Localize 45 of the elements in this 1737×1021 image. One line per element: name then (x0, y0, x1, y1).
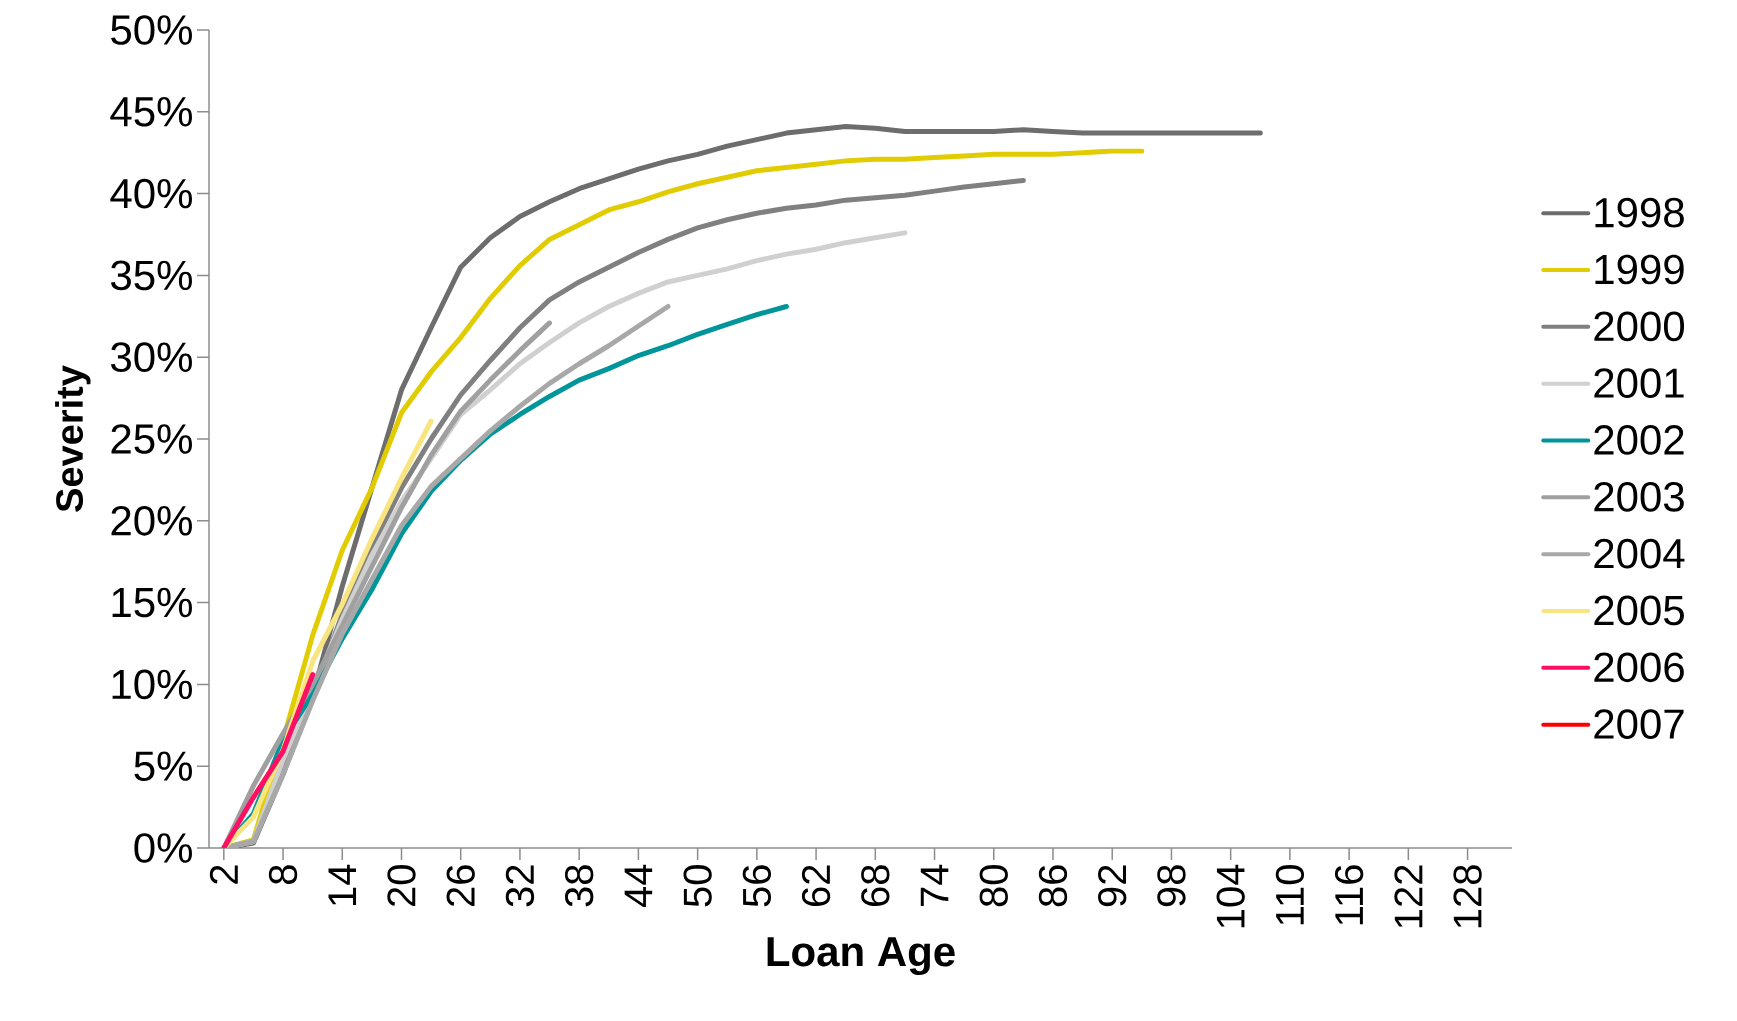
y-tick-label: 10% (112, 669, 192, 700)
x-axis-title: Loan Age (767, 937, 955, 975)
x-tick-label: 74 (920, 864, 949, 906)
x-tick-label: 80 (979, 865, 1008, 907)
x-tick-label: 14 (328, 864, 357, 905)
y-tick-label: 50% (111, 15, 192, 45)
legend-label: 2006 (1594, 652, 1684, 683)
y-tick-label: 0% (134, 833, 192, 863)
x-tick-label: 26 (446, 865, 475, 907)
x-tick-label: 20 (387, 865, 416, 907)
x-tick-label: 8 (268, 865, 298, 885)
y-tick-label: 40% (110, 178, 192, 209)
legend-label: 2004 (1594, 538, 1685, 569)
y-tick-label: 35% (111, 260, 192, 291)
x-tick-label: 92 (1098, 865, 1127, 907)
legend-label: 1998 (1595, 197, 1684, 228)
y-tick-label: 25% (111, 424, 192, 454)
y-axis-title: Severity (55, 365, 91, 512)
x-tick-label: 86 (1038, 865, 1068, 907)
legend-label: 2001 (1594, 368, 1684, 399)
x-tick-label: 56 (742, 865, 772, 907)
legend-label: 2000 (1594, 311, 1685, 342)
x-tick-label: 62 (801, 865, 831, 906)
x-tick-label: 32 (505, 865, 535, 907)
y-tick-label: 15% (112, 587, 192, 618)
legend-label: 2005 (1594, 595, 1684, 626)
x-tick-label: 68 (861, 865, 890, 906)
x-tick-label: 2 (209, 865, 238, 884)
legend-label: 2007 (1594, 709, 1684, 739)
x-tick-label: 98 (1157, 865, 1186, 907)
y-tick-label: 20% (111, 505, 192, 536)
x-tick-label: 50 (683, 865, 712, 907)
legend-label: 1999 (1595, 254, 1684, 285)
x-tick-label: 128 (1453, 865, 1482, 928)
x-tick-label: 44 (624, 864, 653, 908)
legend-label: 2002 (1594, 425, 1684, 455)
y-tick-label: 45% (110, 97, 192, 127)
legend-label: 2003 (1594, 481, 1684, 512)
x-tick-label: 38 (565, 865, 594, 907)
x-tick-label: 122 (1394, 865, 1423, 928)
x-tick-label: 116 (1334, 865, 1364, 925)
x-tick-label: 110 (1275, 865, 1305, 925)
x-tick-label: 104 (1216, 864, 1245, 928)
y-tick-label: 5% (134, 751, 192, 781)
y-tick-label: 30% (111, 342, 192, 373)
